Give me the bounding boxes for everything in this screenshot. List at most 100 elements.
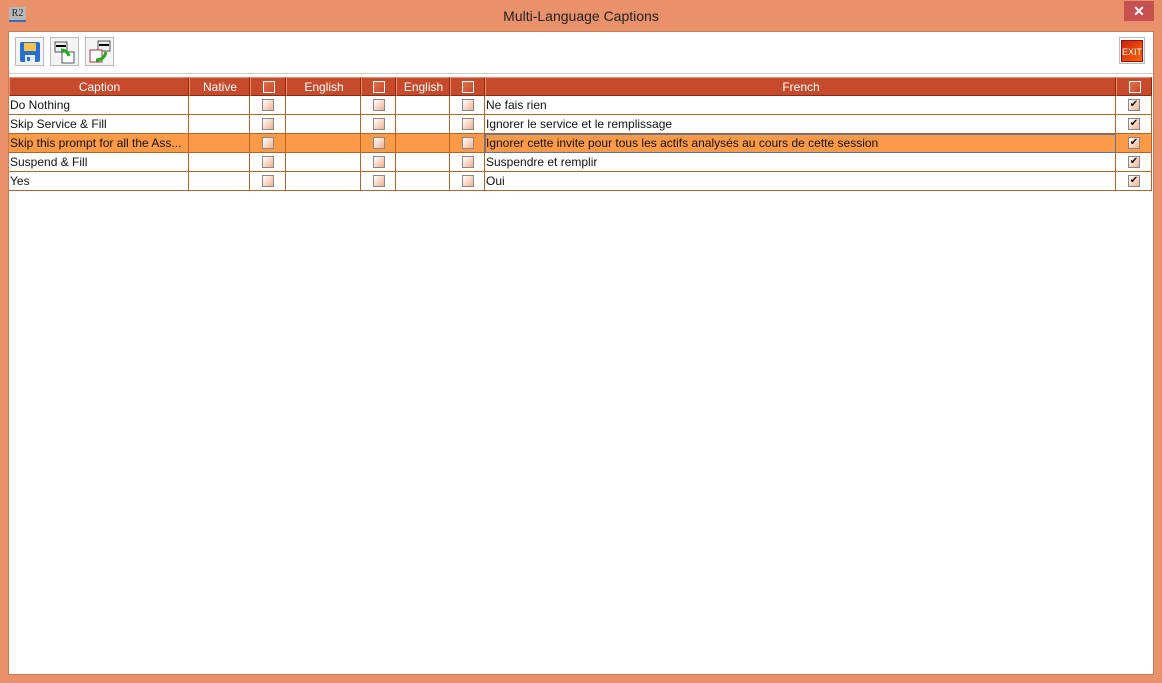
column-header-c3[interactable]: [450, 77, 485, 96]
cell-text: Skip this prompt for all the Ass...: [10, 136, 182, 150]
column-header-label: English: [304, 80, 344, 94]
row-checkbox[interactable]: [461, 117, 474, 130]
cell-english1[interactable]: [286, 153, 361, 172]
cell-c2[interactable]: [361, 115, 396, 134]
cell-c3[interactable]: [450, 172, 485, 191]
cell-c3[interactable]: [450, 115, 485, 134]
column-header-label: French: [782, 80, 820, 94]
column-header-english2[interactable]: English: [396, 77, 450, 96]
row-checkbox[interactable]: [372, 98, 385, 111]
cell-english2[interactable]: [396, 172, 450, 191]
cell-english2[interactable]: [396, 153, 450, 172]
cell-text: Do Nothing: [10, 98, 71, 112]
cell-c3[interactable]: [450, 134, 485, 153]
row-checkbox[interactable]: [461, 155, 474, 168]
cell-native[interactable]: [189, 115, 250, 134]
cell-text: Oui: [486, 174, 505, 188]
cell-c2[interactable]: [361, 153, 396, 172]
table-row[interactable]: Do Nothing Ne fais rien ✔: [9, 96, 1152, 115]
cell-caption[interactable]: Yes: [9, 172, 189, 191]
row-checkbox[interactable]: [262, 174, 274, 187]
select-all-checkbox[interactable]: [462, 80, 474, 93]
cell-english2[interactable]: [396, 134, 450, 153]
window-title: Multi-Language Captions: [503, 8, 659, 24]
cell-native[interactable]: [189, 153, 250, 172]
client-area: EXIT Caption Native English English French Do…: [8, 31, 1154, 675]
cell-caption[interactable]: Skip this prompt for all the Ass...: [9, 134, 189, 153]
cell-native[interactable]: [189, 96, 250, 115]
column-header-c4[interactable]: [1116, 77, 1152, 96]
table-row[interactable]: Yes Oui ✔: [9, 172, 1152, 191]
cell-caption[interactable]: Suspend & Fill: [9, 153, 189, 172]
cell-c1[interactable]: [250, 153, 286, 172]
select-all-checkbox[interactable]: [373, 80, 385, 93]
column-header-c2[interactable]: [361, 77, 396, 96]
select-all-checkbox[interactable]: [262, 80, 275, 93]
cell-english1[interactable]: [286, 172, 361, 191]
row-checkbox[interactable]: [372, 136, 385, 149]
cell-c1[interactable]: [250, 134, 286, 153]
cell-native[interactable]: [189, 134, 250, 153]
column-header-caption[interactable]: Caption: [9, 77, 189, 96]
cell-english1[interactable]: [286, 115, 361, 134]
row-checkbox[interactable]: [262, 98, 274, 111]
row-checkbox[interactable]: ✔: [1128, 117, 1140, 130]
cell-c2[interactable]: [361, 134, 396, 153]
cell-c1[interactable]: [250, 115, 286, 134]
row-checkbox[interactable]: [372, 174, 385, 187]
cell-c1[interactable]: [250, 172, 286, 191]
exit-icon: EXIT: [1121, 39, 1143, 62]
row-checkbox[interactable]: [372, 155, 385, 168]
select-all-checkbox[interactable]: [1128, 80, 1141, 93]
cell-english1[interactable]: [286, 96, 361, 115]
cell-french[interactable]: Suspendre et remplir: [485, 153, 1116, 172]
column-header-c1[interactable]: [250, 77, 286, 96]
row-checkbox[interactable]: ✔: [1128, 136, 1140, 149]
app-icon: R2: [9, 7, 26, 22]
cell-c2[interactable]: [361, 96, 396, 115]
row-checkbox[interactable]: ✔: [1128, 98, 1140, 111]
cell-c4[interactable]: ✔: [1116, 153, 1152, 172]
cell-text: Suspend & Fill: [10, 155, 88, 169]
cell-french[interactable]: Ignorer cette invite pour tous les actif…: [485, 134, 1116, 153]
close-button[interactable]: ✕: [1124, 1, 1154, 21]
column-header-french[interactable]: French: [485, 77, 1116, 96]
cell-c4[interactable]: ✔: [1116, 115, 1152, 134]
cell-c3[interactable]: [450, 153, 485, 172]
cell-c1[interactable]: [250, 96, 286, 115]
cell-english2[interactable]: [396, 96, 450, 115]
save-button[interactable]: [15, 37, 44, 66]
cell-caption[interactable]: Do Nothing: [9, 96, 189, 115]
row-checkbox[interactable]: [262, 136, 274, 149]
row-checkbox[interactable]: [461, 136, 474, 149]
column-header-label: Native: [202, 80, 237, 94]
row-checkbox[interactable]: [262, 155, 274, 168]
export-button[interactable]: [85, 37, 114, 66]
cell-c4[interactable]: ✔: [1116, 172, 1152, 191]
row-checkbox[interactable]: [262, 117, 274, 130]
cell-french[interactable]: Oui: [485, 172, 1116, 191]
row-checkbox[interactable]: ✔: [1128, 174, 1140, 187]
cell-c4[interactable]: ✔: [1116, 96, 1152, 115]
cell-c2[interactable]: [361, 172, 396, 191]
row-checkbox[interactable]: [461, 174, 474, 187]
column-header-label: English: [403, 80, 444, 94]
column-header-native[interactable]: Native: [189, 77, 250, 96]
row-checkbox[interactable]: [461, 98, 474, 111]
cell-native[interactable]: [189, 172, 250, 191]
cell-c3[interactable]: [450, 96, 485, 115]
cell-french[interactable]: Ignorer le service et le remplissage: [485, 115, 1116, 134]
import-button[interactable]: [50, 37, 79, 66]
row-checkbox[interactable]: [372, 117, 385, 130]
cell-english1[interactable]: [286, 134, 361, 153]
cell-english2[interactable]: [396, 115, 450, 134]
exit-button[interactable]: EXIT: [1119, 37, 1145, 64]
table-row[interactable]: Suspend & Fill Suspendre et remplir ✔: [9, 153, 1152, 172]
cell-french[interactable]: Ne fais rien: [485, 96, 1116, 115]
table-row[interactable]: Skip Service & Fill Ignorer le service et…: [9, 115, 1152, 134]
column-header-english1[interactable]: English: [286, 77, 361, 96]
cell-caption[interactable]: Skip Service & Fill: [9, 115, 189, 134]
row-checkbox[interactable]: ✔: [1128, 155, 1140, 168]
cell-c4[interactable]: ✔: [1116, 134, 1152, 153]
table-row[interactable]: Skip this prompt for all the Ass... Ignor…: [9, 134, 1152, 153]
